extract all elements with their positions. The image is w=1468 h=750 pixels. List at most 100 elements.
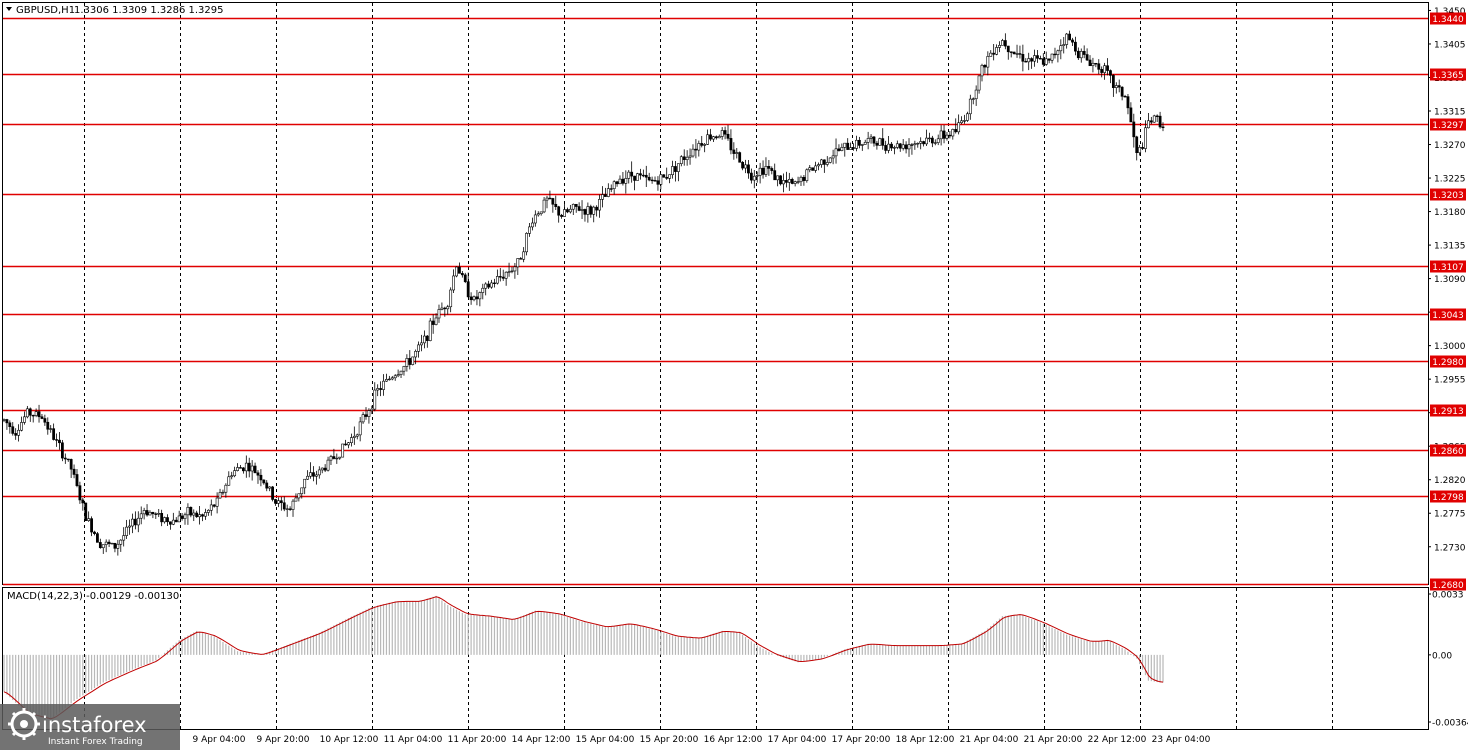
candle-body	[131, 518, 134, 527]
candle-body	[814, 165, 817, 171]
candle-body	[741, 161, 745, 169]
candle-body	[17, 429, 20, 436]
candle-body	[128, 525, 131, 528]
candle-body	[265, 482, 269, 489]
candle-body	[1144, 127, 1147, 149]
candle-body	[764, 165, 768, 175]
level-badge-label: 1.2798	[1432, 493, 1464, 503]
time-tick-label: 10 Apr 12:00	[320, 735, 379, 745]
candle-body	[720, 130, 724, 137]
candle-body	[347, 442, 350, 446]
price-tick-label: 1.2955	[1434, 376, 1466, 386]
time-tick-label: 9 Apr 04:00	[193, 735, 246, 745]
candle-body	[116, 543, 120, 549]
candle-body	[490, 282, 493, 288]
candle-body	[1076, 50, 1080, 59]
level-badge	[1430, 188, 1466, 201]
candle-body	[399, 370, 403, 375]
candle-body	[682, 156, 686, 160]
candle-body	[166, 517, 169, 523]
candle-body	[887, 143, 890, 151]
candle-body	[884, 145, 888, 151]
macd-signal-line	[3, 596, 1164, 720]
candle-body	[1161, 126, 1165, 129]
candle-body	[533, 214, 537, 224]
time-tick-label: 14 Apr 12:00	[512, 735, 571, 745]
candle-body	[312, 472, 315, 477]
level-badge-label: 1.3107	[1432, 263, 1464, 273]
candle-body	[726, 133, 730, 139]
candle-body	[586, 206, 590, 215]
candle-body	[580, 209, 584, 211]
candle-body	[560, 214, 564, 217]
candle-body	[58, 439, 61, 444]
candle-body	[498, 276, 502, 278]
candle-body	[641, 174, 645, 177]
candle-body	[510, 270, 514, 273]
candle-body	[913, 143, 917, 146]
candle-body	[919, 141, 923, 144]
candle-body	[169, 521, 172, 525]
candle-body	[452, 275, 455, 291]
candle-body	[656, 180, 660, 185]
candle-body	[1158, 115, 1162, 128]
candle-body	[230, 475, 234, 478]
collapse-triangle-icon[interactable]	[6, 7, 12, 11]
candle-body	[557, 206, 561, 216]
candle-body	[1038, 58, 1042, 60]
candle-body	[455, 266, 458, 277]
candle-body	[96, 533, 99, 543]
candle-body	[215, 497, 219, 507]
time-tick-label: 16 Apr 12:00	[704, 735, 763, 745]
candle-body	[201, 514, 204, 517]
candle-body	[948, 134, 952, 137]
candle-body	[951, 129, 955, 137]
candlesticks	[2, 30, 1165, 556]
candle-body	[630, 171, 634, 177]
candle-body	[752, 175, 756, 181]
candle-body	[895, 143, 899, 148]
level-badge	[1430, 444, 1466, 457]
candle-body	[501, 276, 505, 279]
level-badge-label: 1.3043	[1432, 311, 1464, 321]
macd-axis: 0.0033 0.00 -0.00364	[1428, 591, 1468, 729]
candle-body	[904, 144, 908, 150]
time-tick-label: 11 Apr 20:00	[448, 735, 507, 745]
candle-body	[881, 138, 885, 146]
candle-body	[571, 203, 575, 210]
candle-body	[519, 258, 523, 260]
candle-body	[1003, 40, 1007, 47]
candle-body	[314, 474, 318, 477]
candle-body	[306, 475, 310, 480]
candle-body	[224, 484, 228, 493]
level-price-badges: 1.3440 1.3365 1.3297 1.3203 1.3107 1.3043 1.29…	[1430, 12, 1466, 591]
candle-body	[364, 414, 368, 417]
candle-body	[747, 164, 750, 174]
candle-body	[358, 421, 362, 436]
candle-body	[820, 159, 823, 165]
price-tick-label: 1.3270	[1434, 141, 1466, 151]
candle-body	[8, 422, 12, 428]
candle-body	[262, 479, 266, 484]
candle-body	[1050, 53, 1054, 61]
candle-body	[34, 411, 38, 416]
candle-body	[125, 526, 129, 536]
candle-body	[963, 120, 966, 122]
candle-body	[609, 188, 613, 190]
candle-body	[177, 515, 181, 523]
candle-body	[1117, 85, 1121, 88]
candle-body	[694, 148, 698, 151]
candle-body	[1079, 51, 1083, 59]
level-badge	[1430, 308, 1466, 321]
candle-body	[542, 199, 546, 213]
macd-tick-label: -0.00364	[1432, 719, 1468, 729]
candle-body	[898, 143, 902, 149]
candle-body	[355, 434, 359, 437]
candle-body	[1123, 95, 1127, 98]
candle-body	[793, 181, 797, 184]
candle-body	[782, 180, 785, 185]
candle-body	[916, 142, 920, 145]
candle-body	[478, 292, 482, 300]
candle-body	[1074, 41, 1077, 52]
candle-body	[685, 156, 689, 160]
